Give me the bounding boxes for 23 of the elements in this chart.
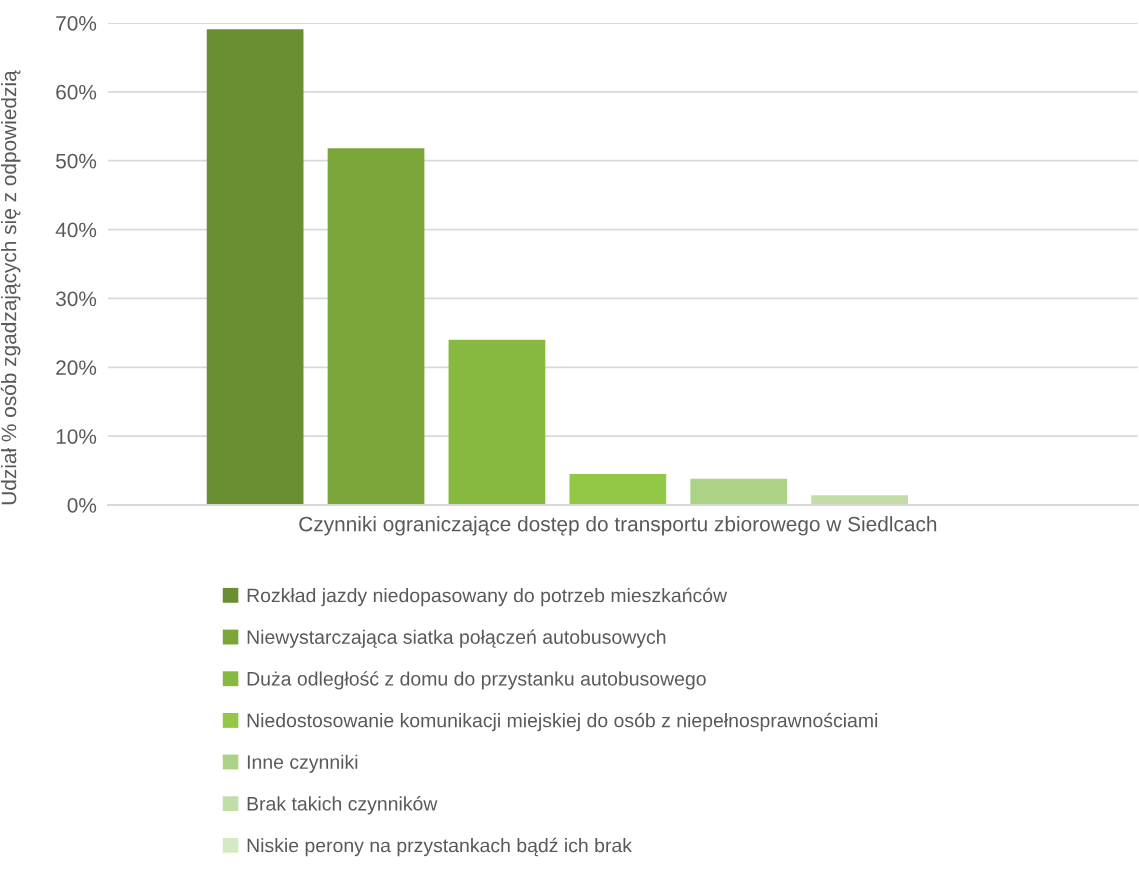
y-tick-label: 50% [56,153,97,169]
y-tick-label: 10% [56,429,97,444]
y-tick-label: 40% [55,222,97,238]
legend-label: Niewystarczająca siatka połączeń autobusowych [247,629,666,648]
bar [811,495,908,505]
legend-label: Rozkład jazdy niedopasowany do potrzeb mieszkańców [247,587,728,607]
y-tick-label: 20% [56,360,97,376]
legend-label: Niskie perony na przystankach bądź ich brak [247,837,632,857]
legend-label: Inne czynniki [247,754,358,773]
bar [206,29,304,505]
y-axis-title: Udział % osób zgadzających się z odpowiedzią [0,70,21,505]
y-tick-label: 30% [55,291,97,307]
legend-label: Niedostosowanie komunikacji miejskiej do osób z niepełnosprawnościami [247,712,878,732]
bar [690,478,788,505]
legend-label: Duża odległość z domu do przystanku autobusowego [247,671,706,690]
bar [569,474,667,505]
legend-label: Brak takich czynników [247,796,438,815]
x-tick-label: Czynniki ograniczające dostęp do transportu zbiorowego w Siedlcach [299,516,937,536]
y-tick-label: 70% [56,16,97,31]
y-tick-label: 60% [56,84,97,100]
bar [327,148,425,505]
y-tick-label: 0% [67,498,97,513]
bar [448,339,546,505]
